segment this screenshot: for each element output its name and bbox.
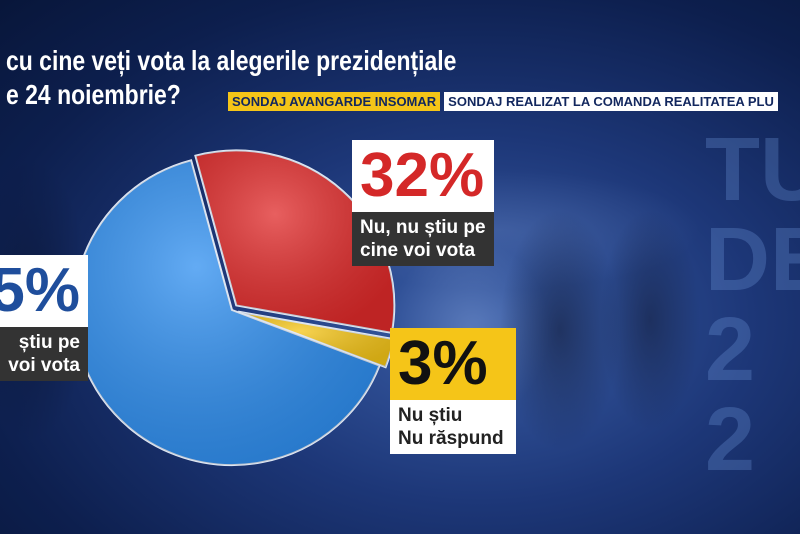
pct-label: 5% bbox=[0, 255, 88, 327]
tag-commission: SONDAJ REALIZAT LA COMANDA REALITATEA PL… bbox=[444, 92, 778, 111]
watermark-decoration: TUDE22 bbox=[705, 120, 800, 490]
pct-label: 3% bbox=[390, 328, 516, 400]
title-line-2: e 24 noiembrie? bbox=[6, 79, 181, 110]
pie-slice-shade-2 bbox=[73, 160, 380, 466]
pie-slice-shade-0 bbox=[195, 150, 395, 333]
pie-slice-shade-1 bbox=[238, 311, 394, 368]
label-line: cine voi vota bbox=[360, 240, 476, 261]
label-line: Nu, nu știu pe bbox=[360, 217, 486, 238]
label-line: Nu răspund bbox=[398, 428, 504, 449]
page-title: cu cine veți vota la alegerile prezidenț… bbox=[6, 44, 456, 112]
label-line: voi vota bbox=[8, 355, 80, 376]
slice-label-blue: 5% știu pe voi vota bbox=[0, 255, 88, 381]
source-tags: SONDAJ AVANGARDE INSOMAR SONDAJ REALIZAT… bbox=[228, 92, 778, 111]
title-line-1: cu cine veți vota la alegerile prezidenț… bbox=[6, 45, 457, 76]
label-line: Nu știu bbox=[398, 405, 463, 426]
tag-source: SONDAJ AVANGARDE INSOMAR bbox=[228, 92, 441, 111]
label-line: știu pe bbox=[18, 332, 80, 353]
slice-label-red: 32% Nu, nu știu pe cine voi vota bbox=[352, 140, 494, 266]
slice-label-yellow: 3% Nu știu Nu răspund bbox=[390, 328, 516, 454]
pct-label: 32% bbox=[352, 140, 494, 212]
